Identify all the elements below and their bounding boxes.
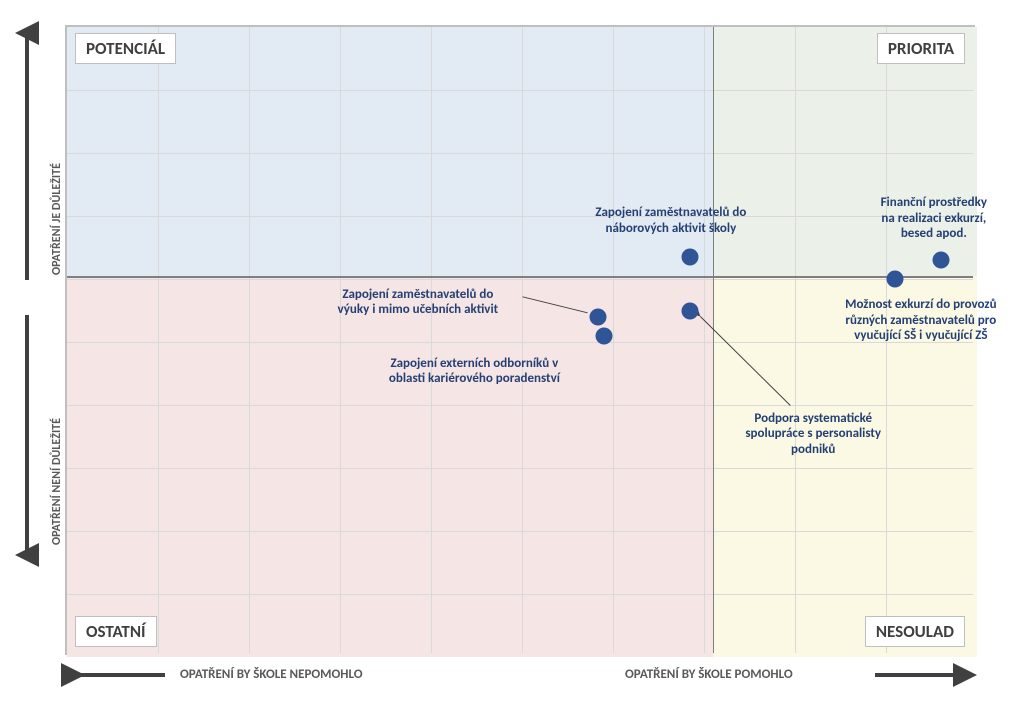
data-point-label: Podpora systematickéspolupráce s persona… <box>745 411 881 458</box>
y-axis-arrows <box>12 25 60 655</box>
data-point-label: Zapojení externích odborníků voblasti ka… <box>389 356 560 387</box>
callout-lines <box>67 27 973 653</box>
quadrant-chart: POTENCIÁL PRIORITA OSTATNÍ NESOULAD Zapo… <box>65 25 975 655</box>
data-point <box>682 248 699 265</box>
y-axis-label-top: OPATŘENÍ JE DŮLEŽITÉ <box>50 163 64 275</box>
data-point-label: Možnost exkurzí do provozůrůzných zaměst… <box>845 297 996 344</box>
data-point-label: Zapojení zaměstnavatelů donáborových akt… <box>595 205 746 236</box>
data-point <box>932 252 949 269</box>
data-point-label: Finanční prostředkyna realizaci exkurzí,… <box>881 195 987 242</box>
plot-area: POTENCIÁL PRIORITA OSTATNÍ NESOULAD Zapo… <box>65 25 975 655</box>
data-point-label: Zapojení zaměstnavatelů dovýuky i mimo u… <box>338 287 499 318</box>
y-axis-label-bottom: OPATŘENÍ NENÍ DŮLEŽITÉ <box>50 418 64 545</box>
data-point <box>589 308 606 325</box>
x-axis-label-right: OPATŘENÍ BY ŠKOLE POMOHLO <box>625 667 793 682</box>
x-axis-label-left: OPATŘENÍ BY ŠKOLE NEPOMOHLO <box>180 667 363 682</box>
data-point <box>887 271 904 288</box>
data-point <box>595 327 612 344</box>
x-axis: OPATŘENÍ BY ŠKOLE NEPOMOHLO OPATŘENÍ BY … <box>65 660 975 700</box>
data-point <box>682 302 699 319</box>
y-axis: OPATŘENÍ JE DŮLEŽITÉ OPATŘENÍ NENÍ DŮLEŽ… <box>12 25 60 655</box>
